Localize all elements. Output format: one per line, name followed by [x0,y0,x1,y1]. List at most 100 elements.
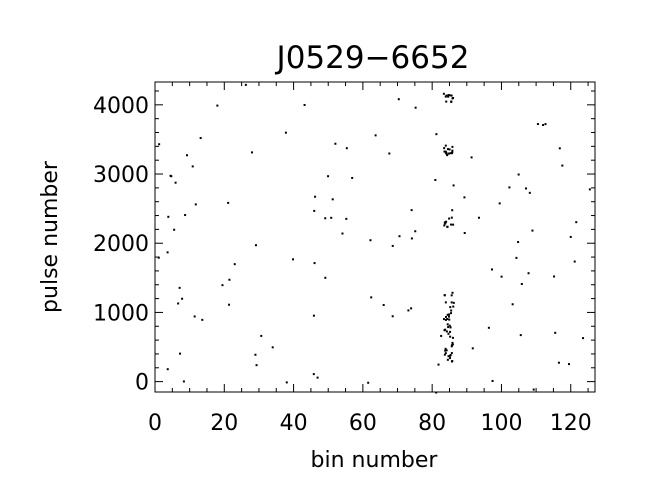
data-point [451,145,454,148]
data-point [450,344,453,347]
data-point [446,318,449,320]
data-point [410,209,413,212]
data-point [448,357,451,360]
data-point [451,360,454,363]
data-point [536,123,539,126]
data-point [184,214,187,217]
data-point [388,152,391,155]
data-point [397,98,400,101]
data-point [470,156,473,159]
data-point [169,174,172,177]
data-point [450,352,453,355]
data-point [451,151,454,154]
data-point [532,388,535,391]
data-point [330,216,333,219]
data-point [216,104,219,107]
data-point [517,173,520,176]
data-point [573,260,576,263]
data-point [448,324,451,327]
data-point [407,309,410,312]
data-point [443,150,446,153]
data-point [451,209,454,212]
data-point [443,224,446,227]
data-point [435,391,438,394]
data-point [442,92,445,95]
data-point [446,313,449,316]
data-point [191,165,194,168]
data-point [449,306,452,309]
data-point [449,335,452,338]
data-point [500,275,503,278]
data-point [542,124,545,126]
data-point [367,381,370,384]
data-point [575,221,578,224]
data-point [446,148,449,151]
data-point [313,209,316,212]
chart-title: J0529−6652 [275,40,470,76]
data-point [448,318,451,321]
data-point [374,134,377,137]
y-tick-label: 0 [135,371,149,396]
data-point [450,223,453,226]
data-point [254,353,257,356]
data-point [515,256,518,259]
data-point [450,100,453,103]
x-tick-label: 80 [418,411,446,436]
data-point [449,94,452,97]
data-point [450,294,453,297]
data-point [284,131,287,134]
data-point [437,363,440,366]
data-point [285,381,288,384]
data-point [442,318,445,321]
x-tick-label: 0 [148,411,162,436]
data-point [331,198,334,201]
data-point [250,151,253,154]
data-point [254,244,257,247]
data-point [451,149,454,152]
y-axis: 0 1000 2000 3000 4000 [93,90,595,396]
data-point [398,235,401,238]
data-point [444,301,447,304]
data-point [303,103,306,106]
data-point [445,100,448,103]
data-point [553,275,556,278]
data-point [525,187,528,190]
data-point [450,216,453,219]
data-point [414,230,417,233]
data-point [194,203,197,206]
data-point [166,368,169,371]
data-point [382,304,385,307]
data-point [443,294,446,297]
data-point [449,326,452,329]
data-point [440,334,443,337]
data-point [451,336,454,339]
data-point [316,376,319,379]
y-tick-label: 4000 [93,94,149,119]
x-tick-label: 100 [480,411,522,436]
data-point [173,228,176,231]
data-point [434,178,437,181]
x-axis: 0 20 40 60 80 100 120 [148,82,592,436]
data-point [167,215,170,218]
data-point [410,307,413,310]
data-point [444,352,447,355]
data-point [448,148,451,151]
data-point [435,133,438,136]
data-point [199,137,202,140]
x-tick-label: 40 [280,411,308,436]
data-point [312,314,315,317]
x-tick-label: 20 [210,411,238,436]
data-point [177,302,180,305]
data-point [531,229,534,232]
data-point [314,195,317,198]
data-point [520,282,523,285]
y-tick-label: 1000 [93,301,149,326]
data-point [558,147,561,150]
data-point [444,150,447,153]
data-point [271,346,274,349]
data-point [193,315,196,318]
data-point [312,373,315,376]
data-point [345,147,348,150]
data-point [477,216,480,219]
data-point [447,326,450,329]
